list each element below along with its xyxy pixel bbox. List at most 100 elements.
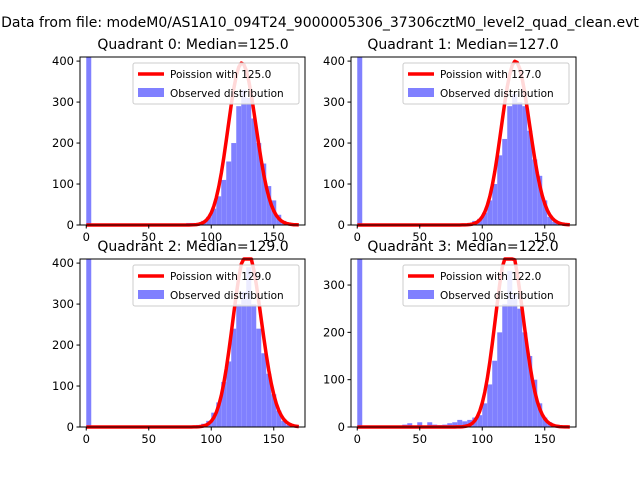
histogram-bar bbox=[502, 138, 508, 225]
histogram-bar bbox=[251, 118, 257, 225]
histogram-bar bbox=[542, 200, 548, 225]
axes-frame bbox=[79, 258, 306, 428]
histogram-bar bbox=[226, 161, 232, 225]
histogram-bar bbox=[266, 373, 272, 427]
x-tick-label: 150 bbox=[263, 230, 285, 244]
histogram-bar bbox=[241, 291, 247, 427]
histogram-bar bbox=[246, 97, 252, 225]
histogram-bars bbox=[86, 259, 292, 427]
axes-frame bbox=[79, 56, 306, 226]
legend: Poission with 125.0 Observed distributio… bbox=[132, 62, 300, 105]
y-tick-label: 0 bbox=[67, 420, 74, 434]
histogram-bar bbox=[517, 308, 523, 427]
y-tick-label: 300 bbox=[323, 95, 345, 109]
x-tick-label: 150 bbox=[534, 432, 556, 446]
y-tick-label: 200 bbox=[323, 136, 345, 150]
legend-observed-swatch bbox=[138, 88, 164, 97]
x-tick-label: 0 bbox=[354, 432, 361, 446]
y-tick-label: 400 bbox=[52, 54, 74, 68]
histogram-bar bbox=[522, 106, 528, 225]
x-tick-label: 150 bbox=[534, 230, 556, 244]
histogram-bar bbox=[497, 155, 503, 225]
histogram-bars bbox=[357, 57, 563, 225]
subplot-title: Quadrant 1: Median=127.0 bbox=[367, 37, 558, 53]
histogram-bar bbox=[261, 163, 267, 225]
histogram-bar bbox=[547, 216, 553, 225]
histogram-bar bbox=[86, 259, 92, 427]
legend-box bbox=[132, 62, 300, 105]
axes: 0 50 100 150 0 100 200 300 bbox=[323, 258, 577, 446]
subplot-title: Quadrant 0: Median=125.0 bbox=[97, 37, 288, 53]
y-tick-label: 0 bbox=[67, 218, 74, 232]
legend-observed-label: Observed distribution bbox=[440, 290, 554, 302]
histogram-bar bbox=[452, 422, 458, 427]
x-tick-label: 100 bbox=[200, 432, 222, 446]
x-tick-label: 150 bbox=[263, 432, 285, 446]
y-tick-label: 400 bbox=[52, 256, 74, 270]
x-tick-label: 50 bbox=[412, 230, 427, 244]
y-tick-label: 200 bbox=[52, 136, 74, 150]
x-tick-label: 100 bbox=[471, 432, 493, 446]
histogram-bar bbox=[477, 415, 483, 427]
legend-observed-swatch bbox=[408, 88, 434, 97]
subplot-title: Quadrant 2: Median=129.0 bbox=[97, 239, 288, 255]
histogram-bar bbox=[407, 423, 413, 427]
histogram-bar bbox=[482, 403, 488, 427]
legend: Poission with 129.0 Observed distributio… bbox=[132, 264, 300, 307]
histogram-bar bbox=[417, 422, 423, 427]
y-tick-label: 300 bbox=[323, 278, 345, 292]
histogram-bar bbox=[552, 221, 558, 225]
histogram-bar bbox=[522, 332, 528, 427]
histogram-bar bbox=[357, 57, 363, 225]
histogram-bar bbox=[497, 332, 503, 427]
histogram-bar bbox=[266, 186, 272, 225]
y-tick-label: 100 bbox=[52, 379, 74, 393]
legend-poisson-label: Poission with 129.0 bbox=[170, 271, 271, 283]
x-tick-label: 100 bbox=[200, 230, 222, 244]
histogram-bar bbox=[542, 417, 548, 427]
histogram-bar bbox=[532, 379, 538, 427]
legend-observed-swatch bbox=[138, 290, 164, 299]
histogram-bar bbox=[281, 420, 287, 427]
histogram-bar bbox=[517, 102, 523, 225]
x-tick-label: 50 bbox=[412, 432, 427, 446]
subplot-quadrant-0: Quadrant 0: Median=125.0 0 50 100 150 0 100 20… bbox=[52, 37, 306, 244]
histogram-bar bbox=[86, 57, 92, 225]
histogram-bar bbox=[231, 143, 237, 225]
histogram-bar bbox=[216, 196, 222, 225]
y-tick-label: 100 bbox=[323, 177, 345, 191]
histogram-bar bbox=[211, 208, 217, 225]
legend-observed-swatch bbox=[408, 290, 434, 299]
histogram-bar bbox=[236, 106, 242, 225]
x-tick-label: 0 bbox=[83, 230, 90, 244]
histogram-bar bbox=[482, 212, 488, 225]
histogram-bar bbox=[271, 394, 277, 427]
y-tick-label: 100 bbox=[323, 373, 345, 387]
y-tick-label: 0 bbox=[338, 420, 345, 434]
legend-observed-label: Observed distribution bbox=[170, 88, 284, 100]
legend-box bbox=[402, 62, 570, 105]
subplot-quadrant-1: Quadrant 1: Median=127.0 0 50 100 150 0 100 20… bbox=[323, 37, 577, 244]
histogram-bar bbox=[527, 356, 533, 427]
y-tick-label: 400 bbox=[323, 54, 345, 68]
figure-suptitle: Data from file: modeM0/AS1A10_094T24_900… bbox=[1, 15, 639, 31]
histogram-bar bbox=[256, 328, 262, 427]
histogram-bar bbox=[206, 216, 212, 225]
histogram-bar bbox=[507, 270, 513, 427]
histogram-bar bbox=[462, 421, 468, 427]
x-tick-label: 50 bbox=[141, 432, 156, 446]
histogram-bar bbox=[241, 89, 247, 225]
y-tick-label: 200 bbox=[52, 338, 74, 352]
legend-poisson-label: Poission with 125.0 bbox=[170, 69, 271, 81]
histogram-bar bbox=[236, 304, 242, 427]
y-tick-label: 200 bbox=[323, 325, 345, 339]
histogram-bar bbox=[221, 381, 227, 427]
histogram-bar bbox=[537, 403, 543, 427]
axes: 0 50 100 150 0 100 200 300 400 bbox=[52, 256, 306, 446]
y-tick-label: 300 bbox=[52, 95, 74, 109]
axes: 0 50 100 150 0 100 200 300 400 bbox=[52, 54, 306, 244]
histogram-bar bbox=[256, 143, 262, 225]
histogram-bar bbox=[357, 259, 363, 427]
y-tick-label: 300 bbox=[52, 297, 74, 311]
